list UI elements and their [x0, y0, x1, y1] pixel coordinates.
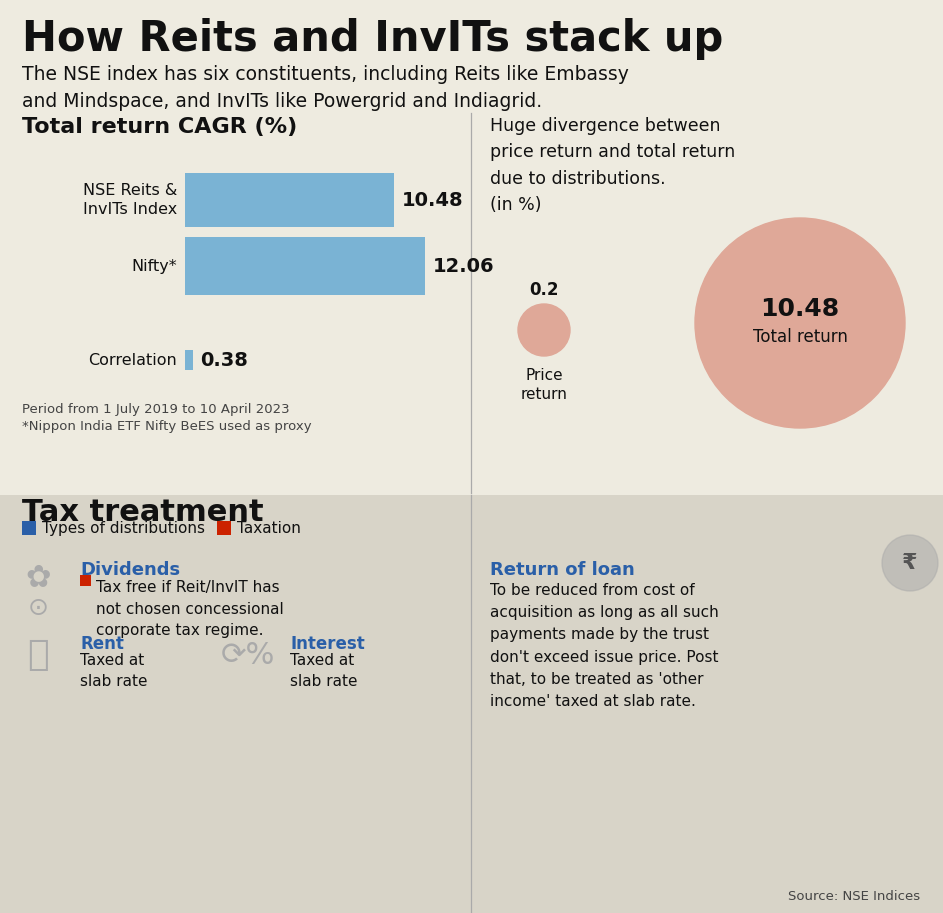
Text: How Reits and InvITs stack up: How Reits and InvITs stack up — [22, 18, 723, 60]
Circle shape — [695, 218, 905, 428]
Text: Taxation: Taxation — [237, 520, 301, 536]
Text: Nifty*: Nifty* — [131, 258, 177, 274]
FancyBboxPatch shape — [185, 350, 192, 370]
Text: Period from 1 July 2019 to 10 April 2023: Period from 1 July 2019 to 10 April 2023 — [22, 403, 290, 416]
Text: 0.2: 0.2 — [529, 281, 559, 299]
Text: ₹: ₹ — [902, 553, 918, 573]
Text: ⊙: ⊙ — [27, 596, 48, 620]
FancyBboxPatch shape — [185, 237, 425, 295]
Text: 🏠: 🏠 — [27, 638, 49, 672]
Text: The NSE index has six constituents, including Reits like Embassy
and Mindspace, : The NSE index has six constituents, incl… — [22, 65, 629, 111]
Text: Total return CAGR (%): Total return CAGR (%) — [22, 117, 297, 137]
FancyBboxPatch shape — [217, 521, 231, 535]
Text: 10.48: 10.48 — [402, 191, 463, 209]
Text: NSE Reits &
InvITs Index: NSE Reits & InvITs Index — [83, 183, 177, 217]
Text: Total return: Total return — [753, 328, 848, 346]
FancyBboxPatch shape — [80, 575, 91, 586]
Text: Correlation: Correlation — [89, 352, 177, 368]
Text: Source: NSE Indices: Source: NSE Indices — [787, 890, 920, 903]
Text: *Nippon India ETF Nifty BeES used as proxy: *Nippon India ETF Nifty BeES used as pro… — [22, 420, 311, 433]
Text: Price
return: Price return — [521, 368, 568, 402]
Circle shape — [518, 304, 570, 356]
Text: To be reduced from cost of
acquisition as long as all such
payments made by the : To be reduced from cost of acquisition a… — [490, 583, 719, 709]
Text: Taxed at
slab rate: Taxed at slab rate — [80, 653, 147, 689]
FancyBboxPatch shape — [0, 495, 943, 913]
Text: Taxed at
slab rate: Taxed at slab rate — [290, 653, 357, 689]
Text: Return of loan: Return of loan — [490, 561, 635, 579]
Text: Tax free if Reit/InvIT has
not chosen concessional
corporate tax regime.: Tax free if Reit/InvIT has not chosen co… — [96, 580, 284, 638]
Text: ⟳%: ⟳% — [221, 641, 275, 669]
Text: 0.38: 0.38 — [201, 351, 248, 370]
FancyBboxPatch shape — [185, 173, 393, 227]
Text: Interest: Interest — [290, 635, 365, 653]
Text: 10.48: 10.48 — [760, 297, 839, 321]
Circle shape — [882, 535, 938, 591]
Text: 12.06: 12.06 — [433, 257, 495, 276]
FancyBboxPatch shape — [22, 521, 36, 535]
Text: ✿: ✿ — [25, 564, 51, 593]
Text: Huge divergence between
price return and total return
due to distributions.
(in : Huge divergence between price return and… — [490, 117, 736, 215]
Text: Rent: Rent — [80, 635, 124, 653]
Text: Types of distributions: Types of distributions — [42, 520, 205, 536]
Text: Dividends: Dividends — [80, 561, 180, 579]
Text: Tax treatment: Tax treatment — [22, 498, 264, 527]
